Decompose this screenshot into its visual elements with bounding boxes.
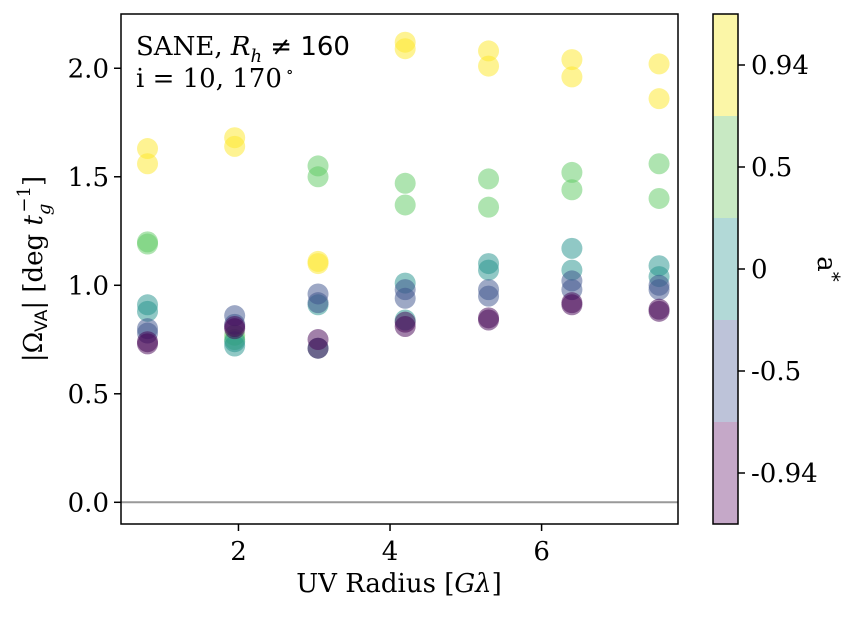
data-point-a-0.5 (307, 292, 329, 314)
data-point-a0.94 (394, 38, 416, 60)
data-point-a0.5 (478, 196, 500, 218)
x-axis-title-math: Gλ (454, 569, 491, 599)
data-point-a-0.5 (478, 285, 500, 307)
y-tick-label: 0.5 (68, 380, 109, 410)
colorbar-bin (713, 14, 738, 116)
annotation-line-1: SANE, Rh ≠ 160 (136, 32, 350, 67)
data-point-a-0.5 (394, 287, 416, 309)
y-axis-title-end: ] (19, 176, 49, 186)
data-point-a0.5 (394, 172, 416, 194)
data-point-a0.5 (307, 166, 329, 188)
data-point-a0.5 (478, 168, 500, 190)
x-tick-label: 4 (382, 537, 399, 567)
data-point-a0 (561, 237, 583, 259)
annotation-model: SANE, (136, 32, 231, 62)
data-point-a0.5 (394, 194, 416, 216)
plot-frame (120, 13, 679, 525)
data-point-a0 (478, 259, 500, 281)
y-axis-title-t: t (19, 215, 49, 226)
x-axis-title: UV Radius [Gλ] (296, 569, 502, 599)
data-point-a0.94 (648, 53, 670, 75)
colorbar: 0.94 0.5 0 -0.5 -0.94 (712, 13, 818, 525)
colorbar-title-sub: * (821, 272, 845, 282)
y-tick-label: 1.5 (68, 163, 109, 193)
y-tick-label: 1.0 (68, 271, 109, 301)
colorbar-tick-label: 0.94 (751, 51, 809, 81)
data-point-a0.94 (224, 135, 246, 157)
colorbar-title-var: a (811, 256, 841, 272)
annotation-math-var: R (230, 32, 251, 62)
data-point-a-0.94 (478, 309, 500, 331)
y-axis-title: |ΩVA| [deg tg−1] (14, 176, 55, 362)
data-point-a0.5 (561, 161, 583, 183)
y-axis: 0.0 0.5 1.0 1.5 2.0 (68, 54, 121, 518)
annotation-math-sub: h (250, 46, 262, 67)
x-tick-label: 6 (533, 537, 550, 567)
data-point-a-0.94 (307, 337, 329, 359)
annotation-degree: ∘ (286, 62, 294, 81)
x-axis-title-suffix: ] (492, 569, 502, 599)
data-point-a0.94 (648, 88, 670, 110)
colorbar-frame (712, 13, 739, 525)
colorbar-tick-label: 0 (751, 255, 768, 285)
data-point-a0.94 (478, 40, 500, 62)
y-tick-label: 2.0 (68, 54, 109, 84)
plot-background (121, 14, 678, 524)
annotation-inclination: i = 10, 170 (136, 64, 282, 94)
data-point-a-0.94 (224, 318, 246, 340)
data-point-a0.94 (561, 49, 583, 71)
data-point-a0.5 (561, 179, 583, 201)
data-point-a0.94 (137, 138, 159, 160)
data-point-a-0.94 (394, 316, 416, 338)
data-point-a0 (224, 335, 246, 357)
colorbar-bin (713, 320, 738, 422)
x-tick-label: 2 (230, 537, 247, 567)
y-axis-title-open: |Ω (19, 332, 49, 362)
data-point-a0.5 (648, 187, 670, 209)
data-point-a-0.5 (648, 279, 670, 301)
y-axis-title-sub: VA (32, 309, 52, 332)
x-axis: 2 4 6 (230, 524, 550, 567)
y-tick-label: 0.0 (68, 488, 109, 518)
data-point-a0.94 (561, 66, 583, 88)
colorbar-tick-label: -0.94 (751, 459, 818, 489)
colorbar-bin (713, 116, 738, 218)
y-axis-title-tsup: −1 (14, 186, 35, 213)
data-point-a0.94 (137, 153, 159, 175)
colorbar-title: a* (811, 256, 845, 282)
x-axis-title-prefix: UV Radius [ (296, 569, 454, 599)
data-point-a-0.94 (648, 300, 670, 322)
colorbar-tick-label: 0.5 (751, 153, 792, 183)
annotation-line-2: i = 10, 170 ∘ (136, 62, 294, 94)
data-point-a0.5 (137, 233, 159, 255)
data-point-a0.94 (478, 55, 500, 77)
y-axis-title-tsub: g (34, 204, 55, 216)
data-points (137, 31, 670, 359)
data-point-a0.5 (648, 153, 670, 175)
annotation-math-rest: ≠ 160 (262, 32, 350, 62)
plot-area (120, 13, 679, 525)
data-point-a-0.94 (137, 333, 159, 355)
y-axis-title-close: | [deg (19, 226, 49, 310)
data-point-a0 (137, 300, 159, 322)
data-point-a-0.94 (561, 294, 583, 316)
data-point-a0.94 (307, 253, 329, 275)
colorbar-tick-label: -0.5 (751, 357, 801, 387)
colorbar-bin (713, 218, 738, 320)
colorbar-bin (713, 422, 738, 524)
